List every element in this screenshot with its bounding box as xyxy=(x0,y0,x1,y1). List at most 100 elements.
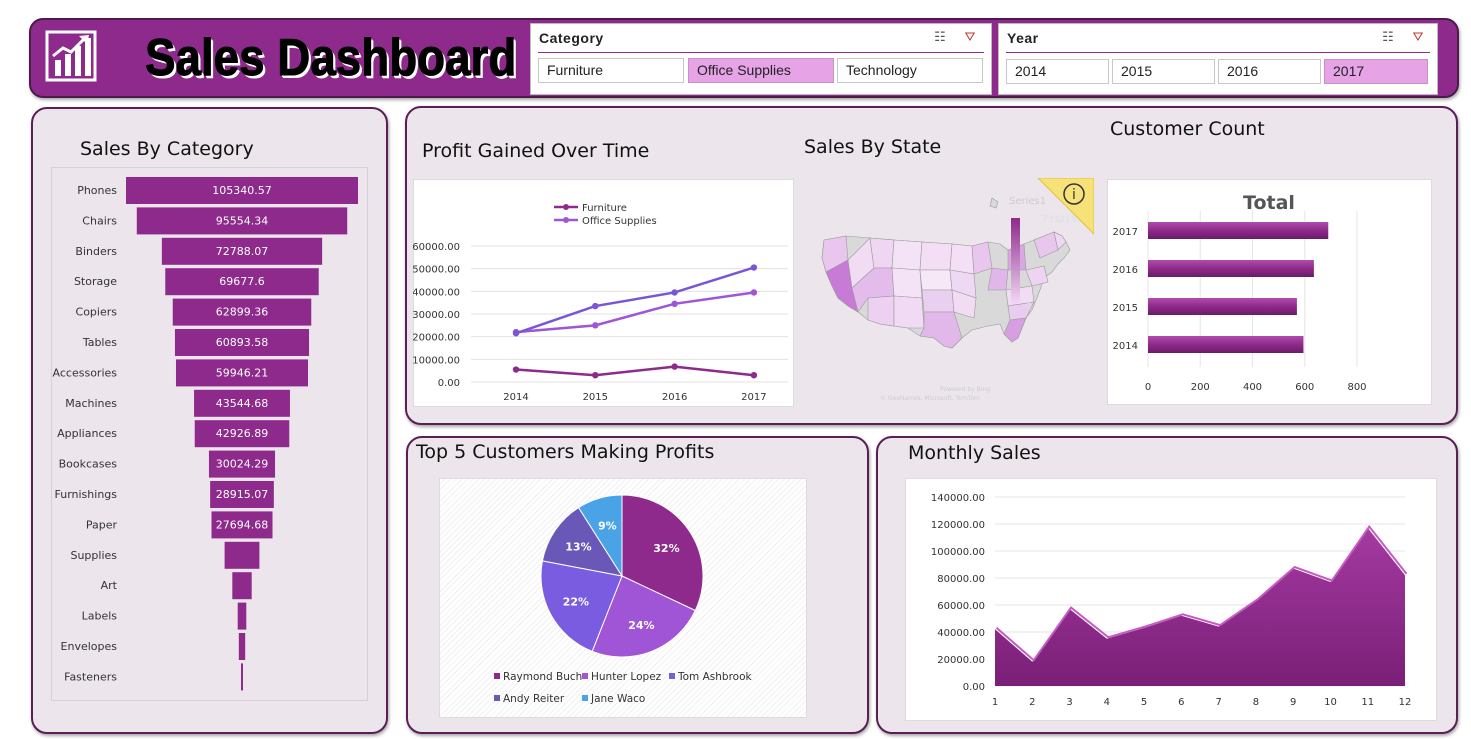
slicer-item-2015[interactable]: 2015 xyxy=(1112,59,1215,84)
legend-label: Tom Ashbrook xyxy=(677,671,753,683)
series-point xyxy=(592,372,599,379)
page-title: Sales Dashboard xyxy=(145,29,517,88)
slicer-item-2016[interactable]: 2016 xyxy=(1218,59,1321,84)
x-tick-label: 2016 xyxy=(662,392,687,403)
map-legend-max: 733215.26 xyxy=(1042,215,1091,225)
multi-select-icon[interactable]: ☷ xyxy=(934,30,946,45)
x-tick-label: 11 xyxy=(1361,697,1374,708)
x-tick-label: 10 xyxy=(1324,697,1337,708)
legend-label: Furniture xyxy=(582,203,627,214)
pie-slice xyxy=(591,575,696,658)
y-category-label: 2017 xyxy=(1113,227,1138,238)
customer-count-chart: Total 0 200 400 600 800 2017 2016 2015 2014 xyxy=(1113,192,1367,393)
pie-slice-label: 24% xyxy=(628,619,654,632)
funnel-category-label: Machines xyxy=(65,397,117,410)
y-category-label: 2016 xyxy=(1113,265,1138,276)
funnel-category-label: Paper xyxy=(86,518,118,531)
sales-by-category-panel: Sales By Category Phones 105340.57 Chairs 9… xyxy=(31,107,388,734)
y-tick-label: 30000.00 xyxy=(413,310,460,321)
profit-over-time-chart: 0.00 10000.00 20000.00 30000.00 40000.00 5000… xyxy=(413,203,788,403)
funnel-bar xyxy=(175,359,309,387)
map-attribution-geonames: © GeoNames, Microsoft, TomTom xyxy=(880,395,980,402)
overview-panel: Profit Gained Over Time 0.00 10000.00 2000… xyxy=(405,106,1458,425)
funnel-bar xyxy=(224,541,260,569)
sales-by-category-chart: Phones 105340.57 Chairs 95554.34 Binders 7278… xyxy=(53,177,358,691)
funnel-category-label: Tables xyxy=(82,336,117,349)
legend-marker xyxy=(582,695,588,701)
funnel-bar xyxy=(126,177,358,204)
funnel-category-label: Binders xyxy=(75,245,117,258)
legend-marker xyxy=(669,673,675,679)
slicer-item-furniture[interactable]: Furniture xyxy=(538,58,684,83)
legend-label: Jane Waco xyxy=(590,693,645,705)
x-tick-label: 800 xyxy=(1347,382,1366,393)
legend-label: Raymond Buch xyxy=(503,671,582,683)
customer-count-bar xyxy=(1148,222,1329,239)
slicer-item-2017[interactable]: 2017 xyxy=(1324,59,1428,84)
x-tick-label: 9 xyxy=(1290,697,1296,708)
funnel-bar xyxy=(232,572,252,600)
funnel-bar xyxy=(211,511,273,539)
area-fill xyxy=(995,528,1405,686)
funnel-value-label: 72788.07 xyxy=(216,245,269,258)
profit-over-time-chart-area xyxy=(413,179,794,407)
legend-marker xyxy=(582,673,588,679)
funnel-bar xyxy=(210,481,274,508)
series-line xyxy=(515,365,755,377)
pie-slice-label: 9% xyxy=(598,519,617,532)
category-slicer: Category ☷ ⛛ Furniture Office Supplies T… xyxy=(530,23,992,95)
top-customers-title: Top 5 Customers Making Profits xyxy=(416,441,715,463)
y-tick-label: 0.00 xyxy=(438,378,460,389)
customer-count-chart-title: Total xyxy=(1243,192,1295,214)
top-customers-chart: 32% 24% 22% 13% 9% Raymond Buch Hunter Lopez To… xyxy=(494,494,753,705)
x-tick-label: 7 xyxy=(1215,697,1221,708)
clear-filter-icon[interactable]: ⛛ xyxy=(964,30,976,45)
series-point xyxy=(512,330,520,337)
x-tick-label: 5 xyxy=(1141,697,1147,708)
series-point xyxy=(750,372,758,379)
funnel-bar xyxy=(161,237,323,265)
x-tick-label: 2014 xyxy=(503,392,528,403)
customer-count-chart-area xyxy=(1107,179,1432,405)
funnel-category-label: Furnishings xyxy=(55,488,118,501)
y-tick-label: 140000.00 xyxy=(931,493,985,504)
pie-slice xyxy=(577,494,623,578)
pie-slice-label: 13% xyxy=(565,540,591,553)
info-icon[interactable]: i xyxy=(1063,183,1085,205)
y-tick-label: 60000.00 xyxy=(413,242,460,253)
clear-filter-icon[interactable]: ⛛ xyxy=(1412,30,1424,45)
x-tick-label: 4 xyxy=(1104,697,1110,708)
funnel-value-label: 30024.29 xyxy=(216,458,269,471)
series-line xyxy=(515,291,755,334)
map-legend-title: Series1 xyxy=(1009,196,1046,207)
multi-select-icon[interactable]: ☷ xyxy=(1382,30,1394,45)
slicer-item-2014[interactable]: 2014 xyxy=(1006,59,1109,84)
y-tick-label: 0.00 xyxy=(963,682,985,693)
series-point xyxy=(750,289,758,296)
monthly-sales-panel: Monthly Sales 0.00 20000.00 40000.00 60000.… xyxy=(876,436,1458,734)
bar-chart-icon xyxy=(45,30,97,82)
funnel-category-label: Supplies xyxy=(70,549,117,562)
funnel-category-label: Phones xyxy=(77,184,117,197)
funnel-bar xyxy=(241,663,243,691)
svg-text:i: i xyxy=(1072,187,1076,203)
funnel-value-label: 69677.6 xyxy=(219,275,265,288)
legend-label: Andy Reiter xyxy=(503,693,565,705)
x-tick-label: 6 xyxy=(1178,697,1184,708)
y-category-label: 2014 xyxy=(1113,341,1138,352)
customer-count-bar xyxy=(1148,336,1304,353)
monthly-sales-chart: 0.00 20000.00 40000.00 60000.00 80000.00 1000… xyxy=(931,493,1411,708)
funnel-bar xyxy=(174,329,310,356)
funnel-value-label: 59946.21 xyxy=(216,366,269,379)
pie-slice xyxy=(621,494,704,612)
x-tick-label: 600 xyxy=(1295,382,1314,393)
slicer-item-technology[interactable]: Technology xyxy=(837,58,983,83)
y-tick-label: 50000.00 xyxy=(413,265,460,276)
funnel-value-label: 60893.58 xyxy=(216,336,269,349)
legend-marker xyxy=(563,204,569,210)
series-line xyxy=(515,266,755,335)
slicer-divider xyxy=(1006,52,1430,53)
funnel-value-label: 62899.36 xyxy=(216,306,269,319)
slicer-item-office-supplies[interactable]: Office Supplies xyxy=(688,58,834,83)
funnel-bar xyxy=(194,389,290,417)
